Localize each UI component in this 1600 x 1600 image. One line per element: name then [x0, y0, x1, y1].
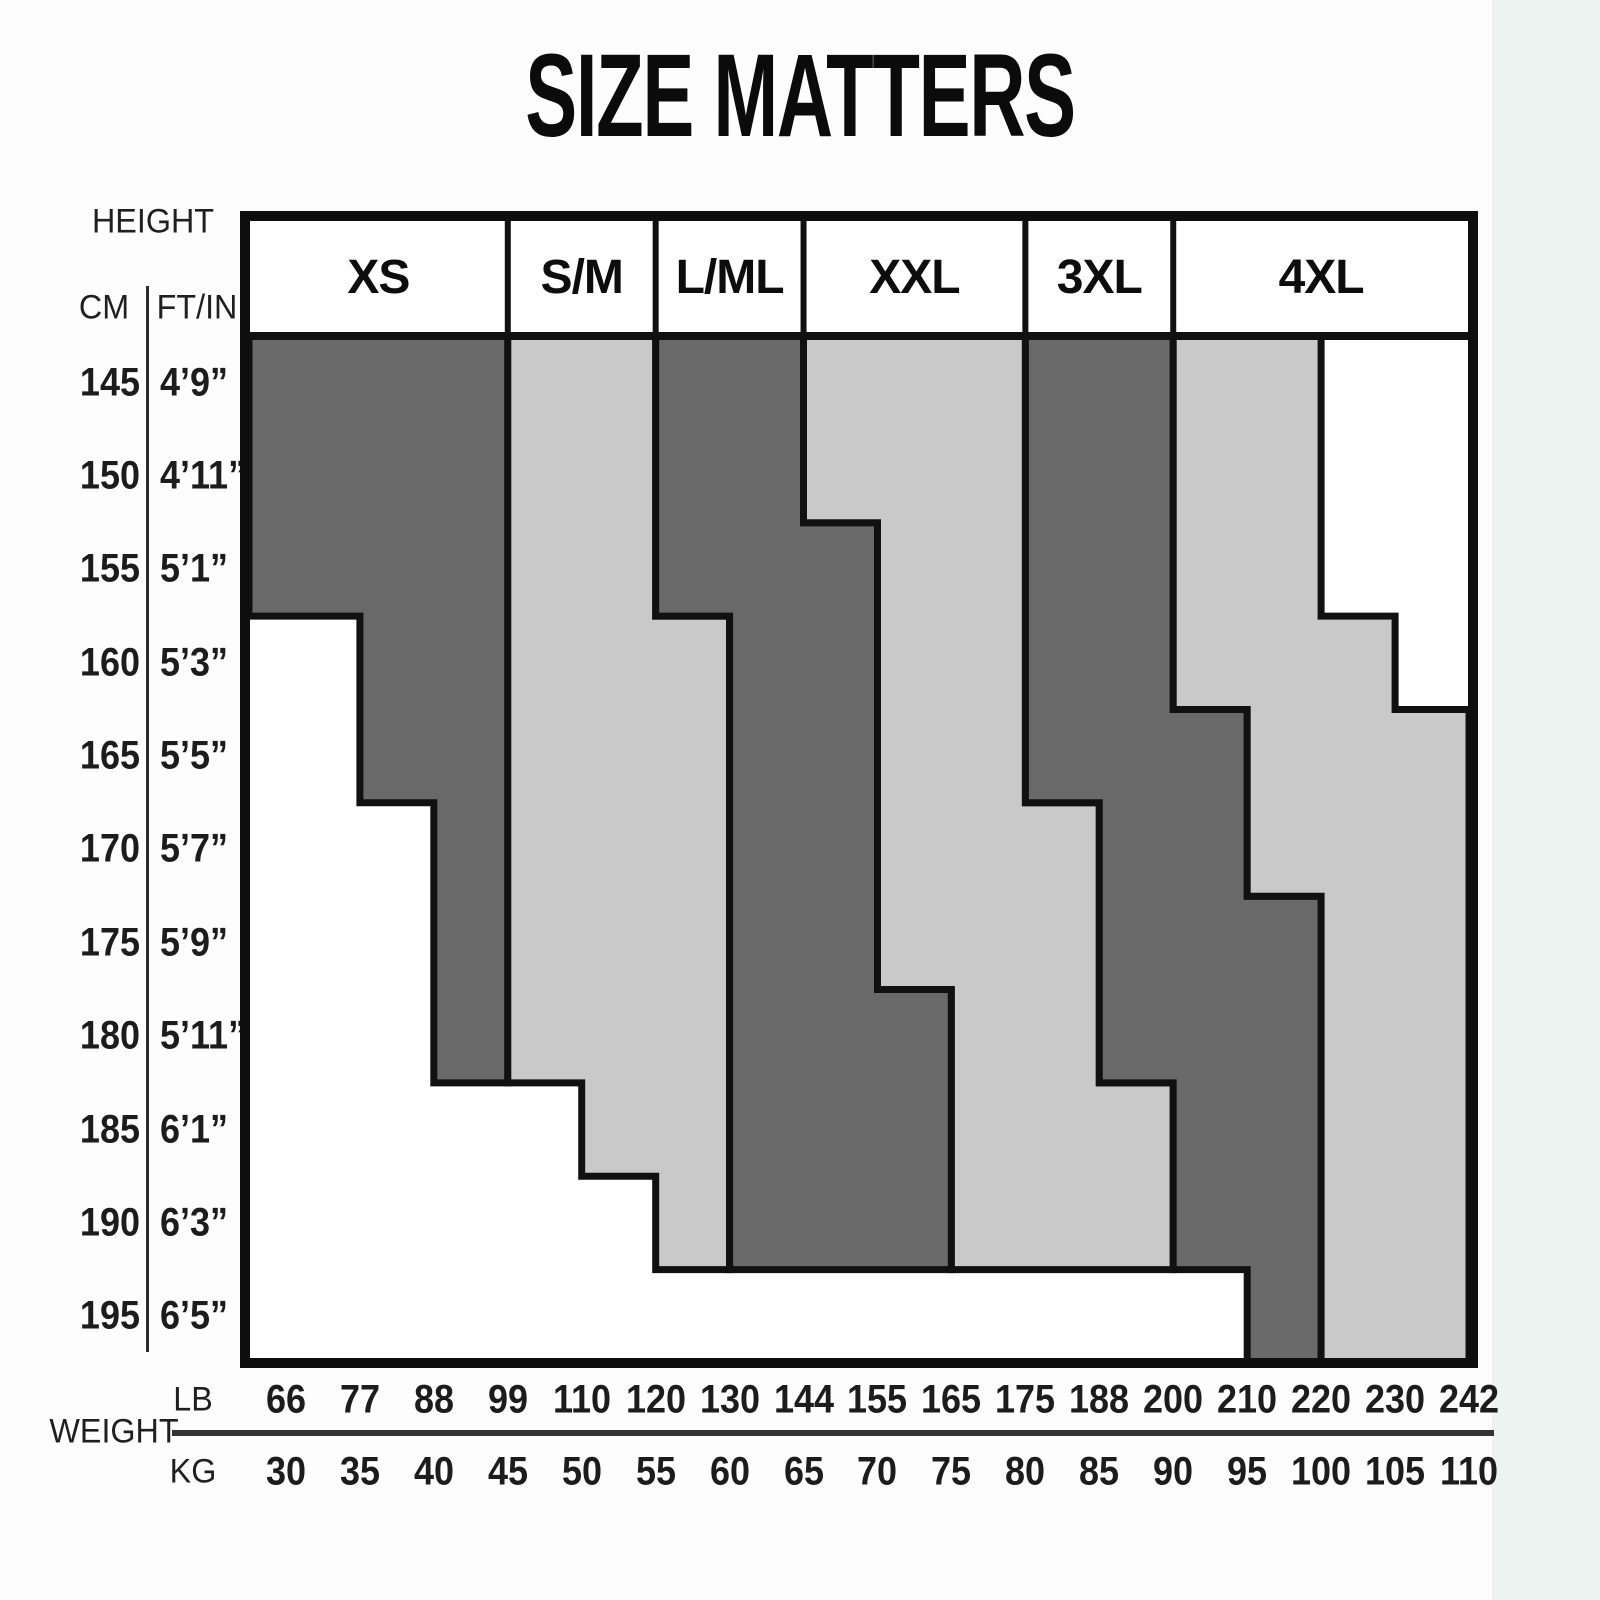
height-ftin-195: 6’5”: [160, 1293, 229, 1338]
weight-kg-75: 75: [930, 1449, 972, 1494]
height-ftin-label: FT/IN: [156, 288, 238, 327]
weight-lb-188: 188: [1068, 1377, 1130, 1422]
height-cm-185: 185: [79, 1107, 140, 1152]
height-ftin-170: 5’7”: [160, 826, 229, 871]
height-ftin-145: 4’9”: [160, 360, 229, 405]
weight-lb-200: 200: [1142, 1377, 1204, 1422]
size-header-4xl: 4XL: [1279, 251, 1364, 304]
weight-kg-40: 40: [413, 1449, 455, 1494]
weight-lb-77: 77: [339, 1377, 381, 1422]
size-header-l-ml: L/ML: [676, 251, 784, 304]
height-cm-170: 170: [79, 826, 140, 871]
weight-kg-label: KG: [169, 1452, 217, 1491]
size-header-s-m: S/M: [541, 251, 623, 304]
weight-axis-divider: [172, 1430, 1494, 1436]
chart-frame: [240, 211, 1478, 1368]
weight-lb-110: 110: [552, 1377, 612, 1422]
height-cm-160: 160: [79, 640, 140, 685]
height-cm-150: 150: [79, 453, 140, 498]
weight-kg-60: 60: [709, 1449, 751, 1494]
weight-lb-99: 99: [487, 1377, 529, 1422]
weight-kg-80: 80: [1004, 1449, 1046, 1494]
weight-kg-30: 30: [265, 1449, 307, 1494]
height-cm-165: 165: [79, 733, 140, 778]
height-ftin-155: 5’1”: [160, 546, 229, 591]
size-header-band: [247, 216, 1471, 336]
weight-kg-95: 95: [1226, 1449, 1268, 1494]
height-cm-label: CM: [78, 288, 130, 327]
height-ftin-160: 5’3”: [160, 640, 229, 685]
weight-kg-100: 100: [1290, 1449, 1352, 1494]
height-ftin-185: 6’1”: [160, 1107, 229, 1152]
height-cm-180: 180: [79, 1013, 140, 1058]
weight-kg-105: 105: [1364, 1449, 1426, 1494]
weight-lb-175: 175: [994, 1377, 1056, 1422]
weight-kg-65: 65: [783, 1449, 825, 1494]
weight-kg-70: 70: [856, 1449, 898, 1494]
weight-lb-120: 120: [625, 1377, 687, 1422]
weight-kg-110: 110: [1439, 1449, 1499, 1494]
weight-lb-220: 220: [1290, 1377, 1352, 1422]
weight-kg-35: 35: [339, 1449, 381, 1494]
weight-lb-165: 165: [920, 1377, 982, 1422]
weight-kg-45: 45: [487, 1449, 529, 1494]
weight-lb-label: LB: [173, 1380, 213, 1419]
height-ftin-165: 5’5”: [160, 733, 229, 778]
height-cm-155: 155: [79, 546, 140, 591]
height-cm-145: 145: [79, 360, 140, 405]
height-axis-divider: [146, 286, 149, 1352]
weight-lb-155: 155: [846, 1377, 908, 1422]
weight-lb-66: 66: [265, 1377, 307, 1422]
height-cm-190: 190: [79, 1200, 140, 1245]
height-axis-label: HEIGHT: [91, 202, 215, 241]
weight-kg-90: 90: [1152, 1449, 1194, 1494]
size-header-3xl: 3XL: [1057, 251, 1142, 304]
weight-kg-85: 85: [1078, 1449, 1120, 1494]
weight-lb-242: 242: [1438, 1377, 1500, 1422]
page-title: SIZE MATTERS: [525, 30, 1076, 162]
size-header-xs: XS: [347, 251, 409, 304]
weight-lb-130: 130: [699, 1377, 761, 1422]
weight-lb-230: 230: [1364, 1377, 1426, 1422]
weight-kg-50: 50: [561, 1449, 603, 1494]
weight-lb-210: 210: [1216, 1377, 1278, 1422]
height-ftin-175: 5’9”: [160, 920, 229, 965]
weight-lb-88: 88: [413, 1377, 455, 1422]
height-ftin-150: 4’11”: [160, 453, 247, 498]
height-ftin-190: 6’3”: [160, 1200, 229, 1245]
photo-edge-strip: [1492, 0, 1600, 1600]
weight-lb-144: 144: [773, 1377, 835, 1422]
weight-kg-55: 55: [635, 1449, 677, 1494]
height-cm-175: 175: [79, 920, 140, 965]
weight-axis-label: WEIGHT: [49, 1412, 179, 1451]
size-header-xxl: XXL: [869, 251, 959, 304]
height-cm-195: 195: [79, 1293, 140, 1338]
height-ftin-180: 5’11”: [160, 1013, 247, 1058]
